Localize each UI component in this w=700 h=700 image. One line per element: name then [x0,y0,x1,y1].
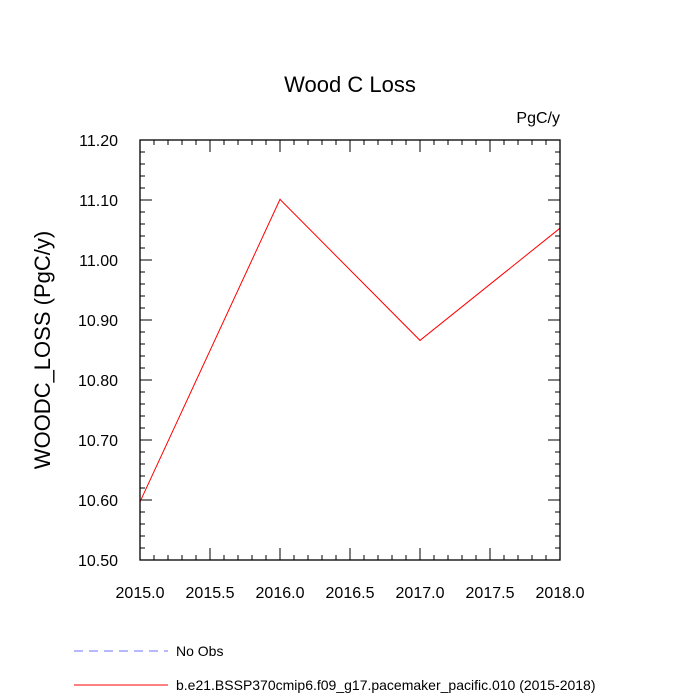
y-tick-label: 11.20 [79,133,118,150]
x-tick-label: 2015.0 [116,585,165,602]
x-tick-label: 2015.5 [186,585,235,602]
series-point [279,198,281,200]
y-tick-label: 10.90 [78,313,118,330]
legend: No Obs b.e21.BSSP370cmip6.f09_g17.pacema… [74,643,596,693]
x-tick-label: 2017.0 [396,585,445,602]
x-tick-label: 2016.0 [256,585,305,602]
y-tick-label: 10.70 [78,433,118,450]
series-point [419,339,421,341]
y-tick-label: 11.00 [79,253,118,270]
plot-frame [139,139,561,561]
series-layer [139,198,561,503]
legend-label-series: b.e21.BSSP370cmip6.f09_g17.pacemaker_pac… [176,677,596,693]
chart-title: Wood C Loss [284,72,416,97]
x-tick-label: 2018.0 [536,585,585,602]
units-label: PgC/y [516,110,560,127]
series-line-0 [139,198,561,503]
ticks-layer: 2015.0 2015.5 2016.0 2016.5 2017.0 2017.5 2018… [78,133,585,602]
y-tick-label: 10.80 [78,373,118,390]
y-tick-label: 10.60 [78,493,118,510]
legend-label-no-obs: No Obs [176,643,223,659]
x-tick-label: 2016.5 [326,585,375,602]
x-tick-label: 2017.5 [466,585,515,602]
y-axis-label: WOODC_LOSS (PgC/y) [30,231,55,469]
y-tick-label: 10.50 [78,553,118,570]
y-tick-label: 11.10 [79,193,118,210]
